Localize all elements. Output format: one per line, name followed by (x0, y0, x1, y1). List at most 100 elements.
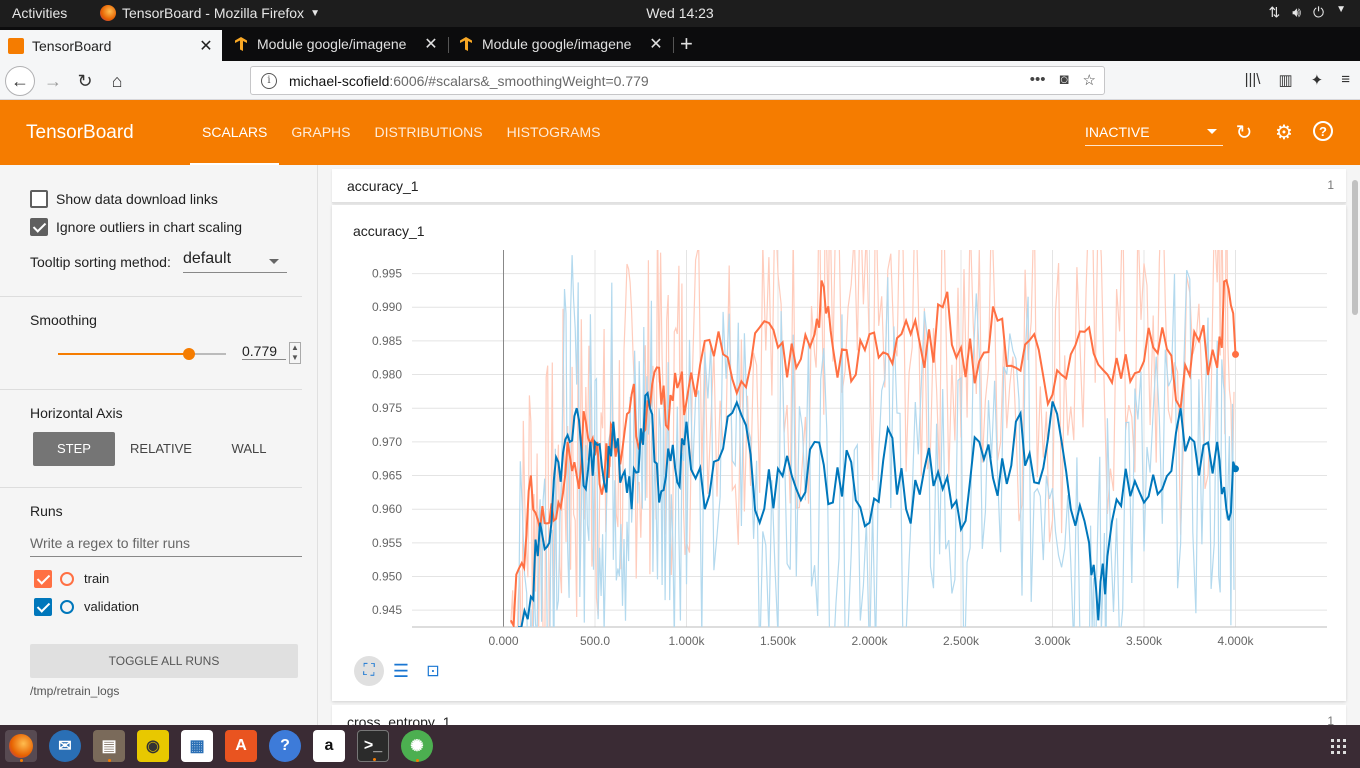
help-icon[interactable]: ? (1313, 121, 1333, 141)
y-tick-label: 0.975 (372, 401, 402, 415)
inactive-dashboards-select[interactable]: INACTIVE (1085, 124, 1223, 146)
run-train-checkbox[interactable] (34, 570, 52, 588)
y-tick-label: 0.980 (372, 368, 402, 382)
page-actions-icon[interactable]: ••• (1029, 71, 1046, 88)
dock-thunderbird-icon[interactable]: ✉ (49, 730, 81, 762)
sidebar: Show data download links Ignore outliers… (0, 165, 318, 725)
tensorflow-favicon (460, 37, 472, 51)
y-tick-label: 0.960 (372, 502, 402, 516)
library-icon[interactable]: |||\ (1244, 71, 1261, 88)
run-validation-label: validation (84, 599, 139, 614)
tab-graphs[interactable]: GRAPHS (291, 124, 351, 140)
runs-filter-input[interactable]: Write a regex to filter runs (30, 535, 302, 557)
toggle-all-runs-button[interactable]: TOGGLE ALL RUNS (30, 644, 298, 678)
axis-wall-button[interactable]: WALL (231, 441, 267, 456)
dock-writer-icon[interactable]: ▦ (181, 730, 213, 762)
dock-terminal-icon[interactable]: >_ (357, 730, 389, 762)
tab-separator (673, 37, 674, 53)
tag-group-name: accuracy_1 (347, 178, 419, 194)
y-tick-label: 0.970 (372, 435, 402, 449)
close-icon[interactable]: ✕ (424, 36, 438, 53)
tensorflow-favicon (235, 37, 247, 51)
accuracy-line-chart[interactable]: 0.945 0.950 0.955 0.960 0.965 0.970 0.975 0.980… (332, 205, 1346, 645)
y-tick-label: 0.995 (372, 267, 402, 281)
chevron-down-icon: ▼ (310, 7, 320, 19)
fit-domain-icon[interactable]: ⛶ (354, 656, 384, 686)
tensorboard-favicon (8, 37, 24, 54)
tab-distributions[interactable]: DISTRIBUTIONS (374, 124, 483, 140)
dock-help-icon[interactable]: ? (269, 730, 301, 762)
app-menu-title: TensorBoard - Mozilla Firefox (122, 5, 305, 21)
fit-data-icon[interactable]: ⊡ (426, 663, 440, 680)
x-tick-label: 2.500k (943, 634, 980, 645)
page-scrollbar[interactable] (1352, 180, 1358, 315)
axis-step-button[interactable]: STEP (33, 432, 115, 466)
run-train-color-icon[interactable] (60, 572, 74, 586)
settings-gear-icon[interactable]: ⚙ (1275, 121, 1293, 144)
pocket-icon[interactable]: ◙ (1059, 71, 1069, 88)
bookmark-star-icon[interactable]: ☆ (1082, 72, 1096, 89)
tab-histograms[interactable]: HISTOGRAMS (506, 124, 601, 140)
run-validation-checkbox[interactable] (34, 598, 52, 616)
series-end-point-train (1232, 350, 1239, 358)
browser-tab-module-1[interactable]: Module google/imagene ✕ (225, 29, 447, 59)
ignore-outliers-checkbox[interactable] (30, 218, 48, 236)
close-icon[interactable]: ✕ (199, 37, 213, 55)
tooltip-sorting-select[interactable]: default (183, 250, 287, 273)
back-button[interactable]: ← (5, 66, 35, 96)
sidebar-toggle-icon[interactable]: ▥ (1278, 72, 1293, 89)
tab-scalars[interactable]: SCALARS (190, 100, 280, 165)
run-validation-color-icon[interactable] (60, 600, 74, 614)
reload-icon[interactable]: ↻ (1235, 121, 1253, 144)
app-menu[interactable]: TensorBoard - Mozilla Firefox ▼ (100, 5, 320, 21)
system-status-menu[interactable]: ⇅ 🔊︎ ⏻ ▼ (1268, 4, 1346, 21)
axis-relative-button[interactable]: RELATIVE (130, 441, 192, 456)
browser-tab-tensorboard[interactable]: TensorBoard ✕ (0, 30, 222, 61)
show-applications-icon[interactable] (1331, 739, 1346, 754)
dock-rhythmbox-icon[interactable]: ◉ (137, 730, 169, 762)
chevron-down-icon: ▼ (1336, 4, 1346, 15)
reload-button[interactable]: ↻ (77, 70, 93, 91)
logdir-path: /tmp/retrain_logs (30, 684, 120, 698)
divider (0, 296, 302, 297)
x-tick-label: 3.500k (1126, 634, 1163, 645)
dropdown-arrow-icon (269, 259, 279, 264)
tag-group-header[interactable]: cross_entropy_1 1 (332, 705, 1346, 725)
tab-separator (448, 37, 449, 53)
smoothing-spinner[interactable]: ▲ ▼ (289, 342, 301, 364)
firefox-icon (100, 5, 116, 21)
new-tab-button[interactable]: + (680, 31, 693, 56)
x-tick-label: 1.000k (668, 634, 705, 645)
smoothing-slider-knob[interactable] (182, 348, 195, 360)
tab-title: Module google/imagene (482, 36, 632, 52)
series-end-point-validation (1232, 465, 1239, 473)
home-button[interactable]: ⌂ (111, 70, 123, 91)
y-tick-label: 0.990 (372, 300, 402, 314)
show-download-links-checkbox[interactable] (30, 190, 48, 208)
smoothing-slider[interactable] (58, 348, 226, 360)
close-icon[interactable]: ✕ (649, 36, 663, 53)
dock-files-icon[interactable]: ▤ (93, 730, 125, 762)
smoothing-value-input[interactable]: 0.779 (242, 343, 286, 360)
extension-icon[interactable]: ✦ (1310, 72, 1324, 89)
browser-tab-module-2[interactable]: Module google/imagene ✕ (450, 29, 672, 59)
tag-group-header[interactable]: accuracy_1 1 (332, 169, 1346, 203)
y-tick-label: 0.985 (372, 334, 402, 348)
tooltip-sorting-label: Tooltip sorting method: (30, 254, 171, 270)
hamburger-menu-icon[interactable]: ≡ (1341, 71, 1350, 88)
dock: ✉ ▤ ◉ ▦ A ? a >_ ✺ (0, 725, 1360, 768)
dock-firefox-icon[interactable] (5, 730, 37, 762)
site-info-icon[interactable]: i (261, 72, 277, 89)
tag-group-count: 1 (1327, 178, 1334, 192)
url-host: michael-scofield (289, 72, 390, 89)
dock-amazon-icon[interactable]: a (313, 730, 345, 762)
x-tick-label: 0.000 (488, 634, 518, 645)
forward-button[interactable]: → (44, 70, 62, 91)
url-bar[interactable]: i michael-scofield:6006/#scalars&_smooth… (250, 66, 1105, 95)
dock-software-icon[interactable]: A (225, 730, 257, 762)
clock[interactable]: Wed 14:23 (646, 5, 714, 21)
log-scale-toggle-icon[interactable]: ☰ (392, 660, 410, 681)
activities-button[interactable]: Activities (12, 5, 68, 21)
dock-atom-icon[interactable]: ✺ (401, 730, 433, 762)
smoothing-label: Smoothing (30, 312, 97, 328)
